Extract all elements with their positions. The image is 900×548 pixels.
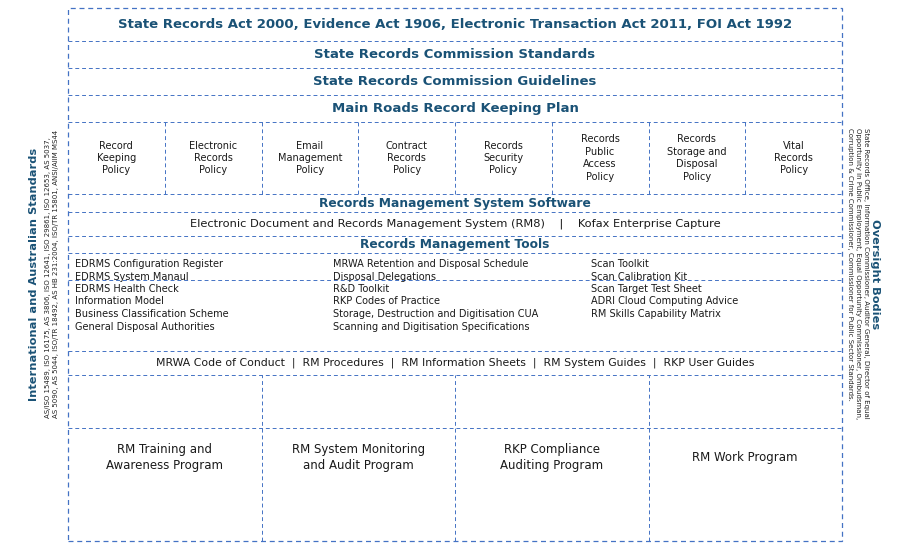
Text: RKP Compliance
Auditing Program: RKP Compliance Auditing Program [500, 443, 603, 472]
Text: Electronic
Records
Policy: Electronic Records Policy [189, 141, 238, 175]
Text: Scan Toolkit: Scan Toolkit [591, 259, 649, 269]
Text: General Disposal Authorities: General Disposal Authorities [75, 322, 214, 332]
Text: Main Roads Record Keeping Plan: Main Roads Record Keeping Plan [331, 102, 579, 115]
Bar [68, 8, 842, 541]
Text: State Records Office, Information Commissioner, Auditor General, Director of Equ: State Records Office, Information Commis… [847, 128, 869, 420]
Text: Records
Security
Policy: Records Security Policy [483, 141, 524, 175]
Text: Oversight Bodies: Oversight Bodies [870, 219, 880, 329]
Text: Electronic Document and Records Management System (RM8)    |    Kofax Enterprise: Electronic Document and Records Manageme… [190, 219, 720, 229]
Text: Scan Calibration Kit: Scan Calibration Kit [591, 271, 688, 282]
Text: EDRMS Configuration Register: EDRMS Configuration Register [75, 259, 223, 269]
Text: RM Training and
Awareness Program: RM Training and Awareness Program [106, 443, 223, 472]
Text: Records
Public
Access
Policy: Records Public Access Policy [580, 134, 619, 181]
Text: Disposal Delegations: Disposal Delegations [333, 271, 436, 282]
Text: Information Model: Information Model [75, 296, 164, 306]
Text: RM System Monitoring
and Audit Program: RM System Monitoring and Audit Program [292, 443, 425, 472]
Text: Business Classification Scheme: Business Classification Scheme [75, 309, 229, 319]
Text: AS/ISO 15489, ISO 16175, AS 3806, ISO 12641, ISO 29861, ISO 12653, AS 5037,
AS 5: AS/ISO 15489, ISO 16175, AS 3806, ISO 12… [45, 130, 59, 418]
Text: RM Work Program: RM Work Program [692, 452, 798, 465]
Text: State Records Commission Guidelines: State Records Commission Guidelines [313, 75, 597, 88]
Text: Email
Management
Policy: Email Management Policy [277, 141, 342, 175]
Text: Records Management System Software: Records Management System Software [320, 197, 591, 209]
Text: Record
Keeping
Policy: Record Keeping Policy [97, 141, 136, 175]
Text: Scanning and Digitisation Specifications: Scanning and Digitisation Specifications [333, 322, 529, 332]
Text: Scan Target Test Sheet: Scan Target Test Sheet [591, 284, 702, 294]
Text: Vital
Records
Policy: Vital Records Policy [774, 141, 813, 175]
Text: MRWA Retention and Disposal Schedule: MRWA Retention and Disposal Schedule [333, 259, 528, 269]
Text: ADRI Cloud Computing Advice: ADRI Cloud Computing Advice [591, 296, 738, 306]
Text: International and Australian Standards: International and Australian Standards [29, 147, 39, 401]
Text: Contract
Records
Policy: Contract Records Policy [385, 141, 428, 175]
Text: EDRMS System Manaul: EDRMS System Manaul [75, 271, 189, 282]
Text: R&D Toolkit: R&D Toolkit [333, 284, 389, 294]
Text: RKP Codes of Practice: RKP Codes of Practice [333, 296, 440, 306]
Text: EDRMS Health Check: EDRMS Health Check [75, 284, 179, 294]
Text: State Records Act 2000, Evidence Act 1906, Electronic Transaction Act 2011, FOI : State Records Act 2000, Evidence Act 190… [118, 18, 792, 31]
Text: Storage, Destruction and Digitisation CUA: Storage, Destruction and Digitisation CU… [333, 309, 538, 319]
Text: RM Skills Capability Matrix: RM Skills Capability Matrix [591, 309, 721, 319]
Text: Records Management Tools: Records Management Tools [360, 238, 550, 251]
Text: Records
Storage and
Disposal
Policy: Records Storage and Disposal Policy [667, 134, 726, 181]
Text: MRWA Code of Conduct  |  RM Procedures  |  RM Information Sheets  |  RM System G: MRWA Code of Conduct | RM Procedures | R… [156, 358, 754, 368]
Text: State Records Commission Standards: State Records Commission Standards [314, 48, 596, 61]
